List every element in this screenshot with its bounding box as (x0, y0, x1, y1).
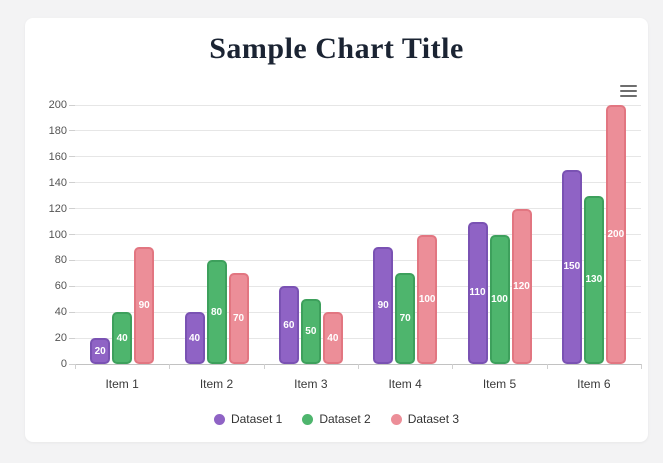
gridline (75, 156, 641, 158)
bar-value-label: 50 (305, 326, 317, 338)
menu-line (620, 90, 637, 92)
y-axis-tick (69, 337, 75, 339)
legend-item-dataset-3[interactable]: Dataset 3 (390, 412, 460, 426)
bar-value-label: 40 (188, 332, 201, 344)
y-axis-tick-label: 40 (54, 306, 67, 319)
gridline (75, 182, 641, 184)
bar-value-label: 200 (607, 229, 625, 240)
gridline (75, 130, 641, 132)
y-axis-tick (69, 208, 75, 210)
menu-line (620, 85, 637, 87)
x-axis-tick (263, 364, 265, 369)
bar-value-label: 100 (418, 293, 436, 305)
bar-dataset-1-item-5[interactable]: 110 (467, 221, 488, 364)
chart-legend: Dataset 1 Dataset 2 Dataset 3 (25, 412, 648, 426)
bar-value-label: 120 (513, 280, 530, 292)
legend-item-dataset-2[interactable]: Dataset 2 (302, 412, 371, 426)
legend-marker (390, 413, 402, 425)
y-axis-tick-label: 100 (48, 228, 67, 241)
bar-value-label: 90 (377, 300, 389, 312)
chart-card: Sample Chart Title 0 20 40 60 80 100 120 140 160… (25, 18, 648, 442)
bar-value-label: 110 (469, 287, 486, 299)
legend-label: Dataset 2 (319, 412, 371, 426)
bar-dataset-3-item-6[interactable]: 200 (605, 105, 626, 364)
x-axis-tick (641, 364, 642, 369)
gridline (75, 337, 641, 339)
gridline (75, 285, 641, 287)
legend-marker (302, 413, 314, 425)
y-axis-tick-label: 80 (54, 254, 67, 267)
bar-dataset-2-item-3[interactable]: 50 (300, 299, 321, 364)
bar-dataset-3-item-5[interactable]: 120 (511, 208, 532, 364)
bar-value-label: 70 (232, 313, 245, 325)
y-axis-tick (69, 130, 75, 132)
bar-dataset-1-item-2[interactable]: 40 (184, 312, 205, 364)
y-axis-tick (69, 259, 75, 261)
y-axis-tick-label: 140 (48, 176, 67, 189)
bar-value-label: 90 (138, 300, 150, 312)
bar-value-label: 130 (585, 274, 603, 286)
bar-dataset-2-item-4[interactable]: 70 (395, 273, 416, 364)
bar-value-label: 80 (210, 306, 223, 318)
legend-label: Dataset 1 (230, 412, 283, 426)
y-axis-tick-label: 160 (48, 150, 67, 163)
x-axis-category-label: Item 2 (199, 377, 234, 391)
y-axis-tick (69, 156, 75, 158)
bar-value-label: 70 (399, 313, 411, 325)
y-axis-tick (69, 234, 75, 235)
y-axis-tick (69, 311, 75, 313)
bar-value-label: 20 (94, 345, 106, 357)
bar-dataset-2-item-6[interactable]: 130 (583, 195, 604, 364)
menu-line (620, 95, 637, 97)
gridline (75, 104, 641, 106)
chart-title: Sample Chart Title (209, 32, 464, 65)
y-axis-tick-label: 180 (48, 124, 67, 137)
y-axis-tick-label: 20 (54, 332, 67, 345)
x-axis-tick (75, 364, 76, 369)
bar-dataset-2-item-5[interactable]: 100 (489, 234, 510, 364)
x-axis-tick (169, 364, 171, 369)
bar-dataset-1-item-3[interactable]: 60 (278, 286, 299, 364)
bar-dataset-2-item-1[interactable]: 40 (112, 312, 133, 364)
x-axis-tick (452, 364, 454, 369)
bar-chart-plot-area: 0 20 40 60 80 100 120 140 160 180 200 20 40 90 Item 1 4… (25, 18, 648, 442)
y-axis-tick (69, 182, 75, 184)
y-axis-tick-label: 200 (48, 99, 67, 111)
bar-dataset-3-item-3[interactable]: 40 (322, 312, 343, 364)
gridline (75, 208, 641, 210)
bar-value-label: 100 (491, 293, 508, 305)
y-axis-tick (69, 285, 75, 287)
hamburger-menu-icon[interactable] (618, 80, 639, 102)
bar-dataset-3-item-1[interactable]: 90 (134, 247, 155, 364)
bar-value-label: 60 (283, 319, 295, 331)
x-axis-tick (358, 364, 359, 369)
y-axis-tick (69, 104, 75, 106)
bar-value-label: 40 (116, 332, 128, 344)
y-axis-tick-label: 60 (54, 280, 67, 293)
x-axis-category-label: Item 4 (388, 377, 422, 391)
bar-dataset-3-item-4[interactable]: 100 (417, 234, 438, 364)
bar-value-label: 40 (327, 332, 339, 344)
bar-dataset-1-item-6[interactable]: 150 (561, 169, 582, 364)
bar-value-label: 150 (563, 261, 581, 273)
y-axis-tick (69, 363, 75, 365)
x-axis-category-label: Item 1 (105, 377, 139, 391)
x-axis-category-label: Item 3 (294, 377, 328, 391)
bar-dataset-1-item-4[interactable]: 90 (373, 247, 394, 364)
y-axis-tick-label: 0 (60, 358, 67, 370)
bar-dataset-2-item-2[interactable]: 80 (206, 260, 227, 364)
gridline (75, 311, 641, 313)
x-axis-category-label: Item 6 (577, 377, 611, 391)
legend-item-dataset-1[interactable]: Dataset 1 (213, 412, 283, 426)
bar-dataset-1-item-1[interactable]: 20 (90, 338, 111, 364)
gridline (75, 259, 641, 261)
bar-dataset-3-item-2[interactable]: 70 (228, 273, 249, 364)
x-axis-tick (546, 364, 548, 369)
legend-label: Dataset 3 (407, 412, 460, 426)
gridline (75, 234, 641, 235)
y-axis-tick-label: 120 (48, 202, 67, 215)
x-axis-category-label: Item 5 (482, 377, 517, 391)
legend-marker (213, 413, 225, 425)
